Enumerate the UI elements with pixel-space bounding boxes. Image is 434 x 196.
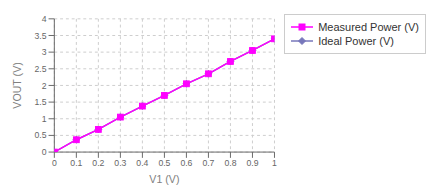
html-text:Ideal Power (V): Ideal Power (V) xyxy=(318,35,394,47)
svg-text:0.4: 0.4 xyxy=(136,158,148,168)
svg-text:0.5: 0.5 xyxy=(158,158,170,168)
svg-text:0.2: 0.2 xyxy=(92,158,104,168)
svg-text:0.6: 0.6 xyxy=(180,158,192,168)
svg-text:VOUT (V): VOUT (V) xyxy=(11,62,23,108)
svg-text:V1 (V): V1 (V) xyxy=(149,173,179,185)
html-text:Measured Power (V): Measured Power (V) xyxy=(318,21,419,33)
svg-text:1: 1 xyxy=(272,158,277,168)
svg-text:0.5: 0.5 xyxy=(35,130,47,140)
svg-text:0.3: 0.3 xyxy=(114,158,126,168)
svg-text:2: 2 xyxy=(42,81,47,91)
svg-text:2.5: 2.5 xyxy=(35,64,47,74)
svg-text:3.5: 3.5 xyxy=(35,31,47,41)
svg-text:0.7: 0.7 xyxy=(202,158,214,168)
svg-text:0: 0 xyxy=(52,158,57,168)
svg-text:4: 4 xyxy=(42,14,47,24)
svg-text:1.5: 1.5 xyxy=(35,97,47,107)
svg-text:0: 0 xyxy=(42,147,47,157)
svg-text:3: 3 xyxy=(42,47,47,57)
svg-text:0.9: 0.9 xyxy=(246,158,258,168)
svg-text:0.8: 0.8 xyxy=(224,158,236,168)
svg-text:1: 1 xyxy=(42,114,47,124)
svg-text:0.1: 0.1 xyxy=(70,158,82,168)
